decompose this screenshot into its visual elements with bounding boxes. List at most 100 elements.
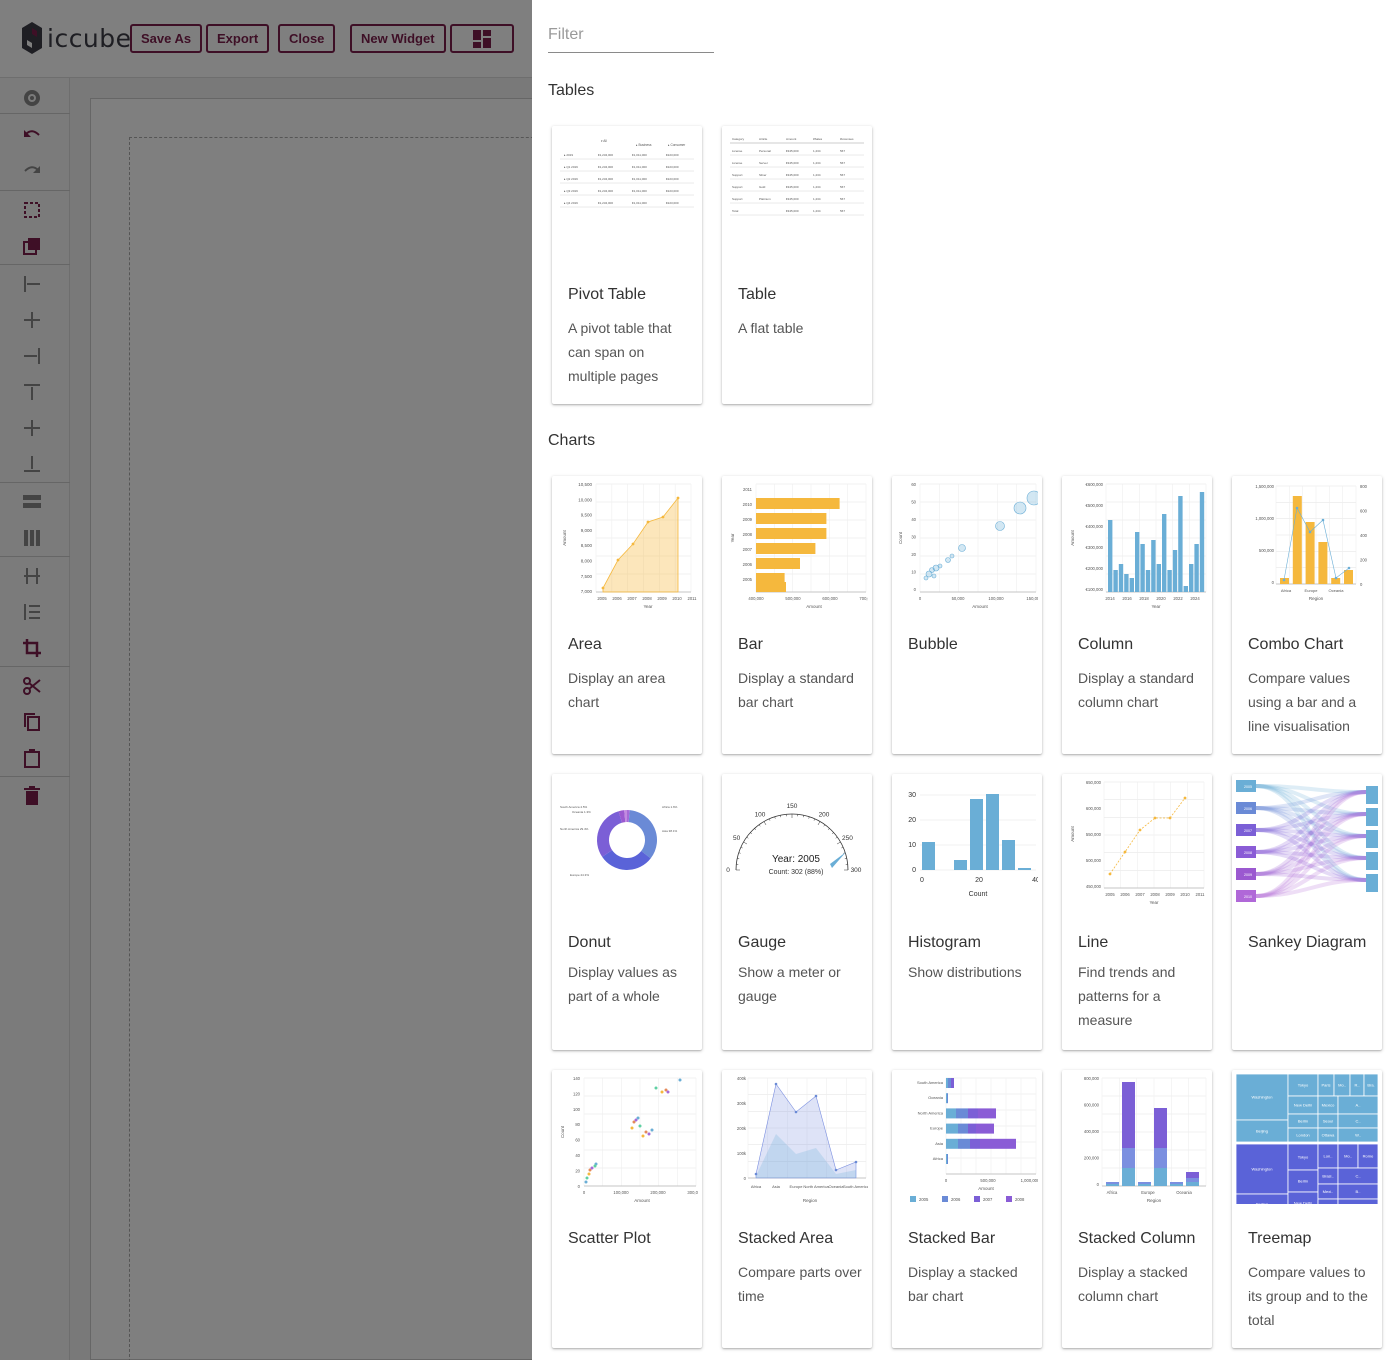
widget-name: Bubble <box>908 636 958 653</box>
widget-thumbnail: 650,000 600,000 550,000 500,000 450,000 2005 2… <box>1066 778 1208 908</box>
svg-text:License: License <box>732 161 743 165</box>
widget-name: Treemap <box>1248 1230 1312 1247</box>
widget-card-combo-chart[interactable]: 1,500,000 1,000,000 500,000 0 800 600 400 200 0 A… <box>1232 476 1382 754</box>
svg-text:567: 567 <box>840 161 845 165</box>
svg-text:Oceania: Oceania <box>1176 1190 1192 1195</box>
svg-text:New Delhi: New Delhi <box>1294 1201 1312 1205</box>
gauge-tick-label: 0 <box>726 867 730 874</box>
svg-text:South America: South America <box>917 1080 944 1085</box>
svg-text:2006: 2006 <box>951 1197 961 1202</box>
widget-card-stacked-bar[interactable]: South America Oceania North America Europe A… <box>892 1070 1042 1348</box>
svg-text:€1,234,000: €1,234,000 <box>598 201 613 205</box>
svg-text:60: 60 <box>575 1138 580 1143</box>
widget-card-histogram[interactable]: 0 10 20 30 0 20 40 Count Histogram Show distribut… <box>892 774 1042 1050</box>
widget-card-sankey-diagram[interactable]: 2005 2006 2007 2008 2009 2010 Sankey Diagram <box>1232 774 1382 1050</box>
widget-description: Compare values to its group and to the t… <box>1248 1264 1368 1328</box>
widget-name: Sankey Diagram <box>1248 934 1367 951</box>
widget-name: Stacked Bar <box>908 1230 996 1247</box>
svg-text:Oceania: Oceania <box>1329 588 1345 593</box>
widget-thumbnail: 800,000 600,000 400,000 200,000 0 Africa Europ… <box>1066 1074 1208 1204</box>
svg-text:8,500: 8,500 <box>581 543 593 548</box>
svg-text:8,000: 8,000 <box>581 559 593 564</box>
histogram-y-tick: 0 <box>912 867 916 874</box>
svg-text:20: 20 <box>911 552 916 557</box>
widget-thumbnail: 0 10 20 30 0 20 40 Count <box>896 778 1038 908</box>
svg-text:Support: Support <box>732 197 743 201</box>
section-title-tables: Tables <box>548 82 595 99</box>
svg-text:9,000: 9,000 <box>581 528 593 533</box>
widget-card-gauge[interactable]: 0 50 100 150 200 250 300 Year: 2005 Count: 302 (… <box>722 774 872 1050</box>
svg-text:200,000: 200,000 <box>650 1190 666 1195</box>
svg-text:1,000,000: 1,000,000 <box>1255 516 1274 521</box>
filter-input[interactable] <box>548 20 714 50</box>
svg-text:Total: Total <box>732 209 739 213</box>
svg-text:10: 10 <box>911 570 916 575</box>
svg-text:C..: C.. <box>1355 1174 1360 1179</box>
svg-text:Berlin: Berlin <box>1298 1179 1308 1184</box>
widget-card-table[interactable]: Category Article Amount #Sales #Licenses Lice… <box>722 126 872 404</box>
svg-text:€345,000: €345,000 <box>786 197 799 201</box>
svg-text:100: 100 <box>573 1107 581 1112</box>
widget-card-scatter-plot[interactable]: 140 120 100 80 60 40 20 00 100,000 200,000 300,000… <box>552 1070 702 1348</box>
histogram-y-tick: 10 <box>908 842 916 849</box>
svg-text:10,500: 10,500 <box>578 482 592 487</box>
widget-card-area[interactable]: 10,500 10,000 9,500 9,000 8,500 8,000 7,500 7,0… <box>552 476 702 754</box>
widget-card-pivot-table[interactable]: ▾ All ▸ Business ▸ Consumer ▸ 2019 €1,234,00… <box>552 126 702 404</box>
svg-text:€1,234,000: €1,234,000 <box>598 177 613 181</box>
svg-text:800,000: 800,000 <box>1084 1076 1100 1081</box>
widget-thumbnail: 10,500 10,000 9,500 9,000 8,500 8,000 7,500 7,0… <box>556 480 698 610</box>
svg-text:€300,000: €300,000 <box>1086 545 1104 550</box>
svg-text:200,000: 200,000 <box>1084 1156 1100 1161</box>
widget-card-bubble[interactable]: 60 50 40 30 20 10 00 50,000 100,000 150,000 Amount… <box>892 476 1042 754</box>
svg-text:€1,011,000: €1,011,000 <box>632 201 647 205</box>
svg-text:1,234: 1,234 <box>813 173 821 177</box>
svg-text:Amount: Amount <box>972 604 988 609</box>
widget-card-treemap[interactable]: Washington Beijing Tokyo New Delhi Berlin Lon… <box>1232 1070 1382 1348</box>
svg-text:Europe: Europe <box>930 1126 944 1131</box>
svg-text:40: 40 <box>575 1153 580 1158</box>
widget-thumbnail: Category Article Amount #Sales #Licenses Lice… <box>726 130 868 260</box>
svg-text:€1,234,000: €1,234,000 <box>598 189 613 193</box>
widget-description: Display a standard bar chart <box>738 670 854 710</box>
svg-text:B..: B.. <box>1356 1189 1361 1194</box>
svg-text:▸ Q2 2019: ▸ Q2 2019 <box>564 177 578 181</box>
widget-card-donut[interactable]: South America 4.5% Oceania 1.3% North Amer… <box>552 774 702 1050</box>
widget-card-line[interactable]: 650,000 600,000 550,000 500,000 450,000 2005 2… <box>1062 774 1212 1050</box>
gauge-tick-label: 100 <box>755 812 766 819</box>
treemap-preview-image: Washington Beijing Tokyo New Delhi Berlin Lon… <box>1236 1074 1378 1204</box>
svg-text:2008: 2008 <box>743 532 753 537</box>
svg-text:Tokyo: Tokyo <box>1298 1083 1309 1088</box>
widget-description: Find trends and patterns for a measure <box>1078 964 1176 1028</box>
histogram-y-tick: 30 <box>908 792 916 799</box>
svg-text:Mo..: Mo.. <box>1338 1083 1346 1088</box>
svg-text:Personal: Personal <box>759 149 771 153</box>
svg-text:Asia: Asia <box>772 1184 781 1189</box>
svg-text:License: License <box>732 149 743 153</box>
widget-name: Histogram <box>908 934 981 951</box>
svg-text:Support: Support <box>732 185 743 189</box>
scatter-plot-preview-image: 140 120 100 80 60 40 20 00 100,000 200,000 300,000… <box>560 1076 698 1203</box>
svg-text:0: 0 <box>1272 580 1275 585</box>
svg-text:€1,234,000: €1,234,000 <box>598 165 613 169</box>
bubble-preview-image: 60 50 40 30 20 10 00 50,000 100,000 150,000 Amount… <box>898 482 1038 609</box>
svg-text:2005: 2005 <box>743 577 753 582</box>
svg-text:€1,011,000: €1,011,000 <box>632 177 647 181</box>
svg-text:650,000: 650,000 <box>1086 780 1102 785</box>
svg-text:€223,000: €223,000 <box>666 165 679 169</box>
widget-thumbnail: ▾ All ▸ Business ▸ Consumer ▸ 2019 €1,234,00… <box>556 130 698 260</box>
svg-text:€223,000: €223,000 <box>666 153 679 157</box>
widget-card-stacked-column[interactable]: 800,000 600,000 400,000 200,000 0 Africa Europ… <box>1062 1070 1212 1348</box>
stacked-bar-preview-image: South America Oceania North America Europe A… <box>910 1077 1038 1202</box>
svg-text:2011: 2011 <box>687 596 697 601</box>
widget-card-column[interactable]: €600,000 €500,000 €400,000 €300,000 €200,000… <box>1062 476 1212 754</box>
svg-text:100,000: 100,000 <box>988 596 1004 601</box>
svg-text:Bra.: Bra. <box>1367 1083 1374 1088</box>
svg-text:Year: Year <box>730 533 735 543</box>
svg-text:0: 0 <box>744 1176 747 1181</box>
svg-text:Year: Year <box>1149 900 1159 905</box>
widget-thumbnail: South America Oceania North America Europe A… <box>896 1074 1038 1204</box>
widget-card-stacked-area[interactable]: 400k 300k 200k 100k 0 Africa Asia Europe North A… <box>722 1070 872 1348</box>
widget-card-bar[interactable]: 2011 2010 2009 2008 2007 2006 2005 400,000 500,0… <box>722 476 872 754</box>
svg-text:9,500: 9,500 <box>581 513 593 518</box>
svg-text:80: 80 <box>575 1122 580 1127</box>
